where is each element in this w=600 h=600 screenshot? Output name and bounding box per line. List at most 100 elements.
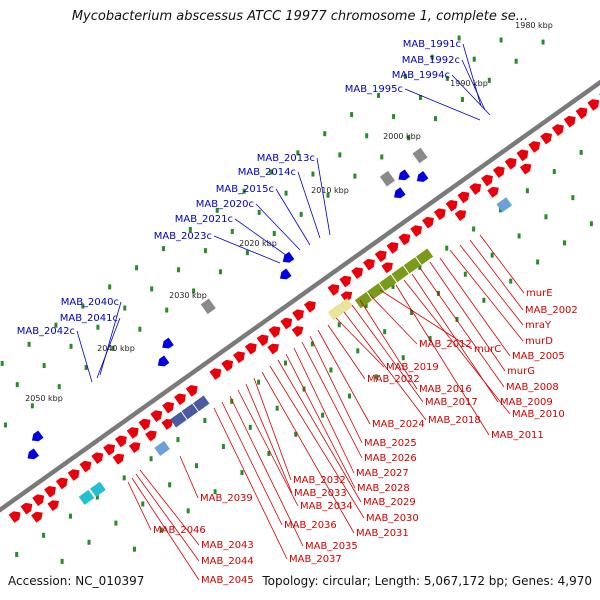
reverse-gene-shape: [27, 448, 40, 460]
forward-gene-shape: [398, 233, 411, 246]
guide-dot: [42, 532, 46, 538]
gene-label: MAB_1995c: [345, 84, 403, 95]
guide-dot: [230, 398, 234, 404]
forward-gene-shape: [339, 275, 352, 288]
guide-dot: [149, 456, 153, 462]
forward-gene: [55, 477, 68, 490]
olive-feature: [403, 257, 421, 274]
forward-gene-shape: [410, 225, 423, 237]
forward-gene: [185, 385, 198, 397]
forward-gene-shape: [161, 418, 174, 430]
forward-gene: [138, 418, 151, 431]
reverse-gene-shape: [279, 268, 292, 280]
leader-line: [419, 267, 505, 388]
gene-label: MAB_1994c: [392, 70, 450, 81]
gene-label: MAB_2046: [153, 525, 206, 536]
guide-dot: [374, 374, 378, 380]
guide-dot: [428, 336, 432, 342]
guide-dot: [445, 75, 449, 81]
forward-gene: [112, 453, 125, 465]
guide-dot: [95, 494, 99, 500]
guide-dot: [248, 424, 252, 430]
forward-gene: [374, 250, 387, 263]
guide-dot: [60, 558, 64, 564]
tick-label: 2000 kbp: [383, 132, 421, 141]
forward-gene: [587, 99, 600, 111]
forward-gene: [209, 368, 222, 380]
gene-label: MAB_2045: [201, 575, 254, 586]
guide-dot: [54, 322, 58, 328]
guide-dot: [108, 284, 112, 290]
forward-gene-shape: [256, 334, 269, 347]
olive-feature: [415, 248, 434, 265]
tick-label: 2020 kbp: [239, 239, 277, 248]
guide-dot: [161, 246, 165, 252]
forward-gene-shape: [114, 435, 127, 448]
leader-line: [179, 455, 199, 499]
forward-gene-shape: [445, 200, 458, 212]
guide-dot: [257, 379, 261, 385]
forward-gene: [487, 186, 499, 198]
forward-gene-shape: [267, 343, 279, 355]
leader-line: [261, 371, 355, 534]
gene-label: MAB_2035: [305, 541, 358, 552]
tick-label: 2030 kbp: [169, 291, 207, 300]
khaki-feature-shape: [327, 305, 344, 321]
leader-line: [343, 311, 427, 421]
guide-dot: [114, 520, 118, 526]
olive-feature: [379, 274, 397, 291]
forward-gene: [32, 494, 45, 507]
forward-gene-shape: [381, 262, 393, 274]
guide-dot: [132, 546, 136, 552]
leader-line: [469, 239, 524, 311]
reverse-gene: [398, 169, 411, 181]
gene-label: murD: [525, 336, 553, 347]
forward-gene: [492, 166, 505, 179]
gene-label: MAB_2016: [419, 384, 472, 395]
forward-gene: [67, 469, 80, 481]
guide-dot: [81, 303, 85, 309]
forward-gene-shape: [67, 469, 80, 481]
leader-line: [234, 218, 291, 259]
forward-gene: [267, 343, 279, 355]
guide-dot: [552, 169, 556, 175]
guide-dot: [159, 527, 163, 533]
reverse-gene: [279, 268, 292, 280]
forward-gene-shape: [487, 186, 499, 198]
guide-dot: [177, 267, 181, 273]
reverse-gene-shape: [162, 337, 174, 349]
leader-line: [449, 249, 524, 342]
forward-gene-shape: [185, 385, 198, 397]
forward-gene: [504, 157, 517, 170]
forward-gene-shape: [457, 191, 470, 204]
gene-label: MAB_1992c: [402, 55, 460, 66]
cyan-feature-shape: [90, 481, 106, 497]
gray-feature-shape: [200, 298, 216, 315]
forward-gene-shape: [244, 343, 257, 355]
guide-dot: [111, 345, 115, 351]
forward-gene: [340, 291, 353, 303]
forward-gene-shape: [79, 460, 92, 473]
guide-dot: [96, 324, 100, 330]
forward-gene-shape: [8, 511, 21, 523]
reverse-gene: [157, 355, 170, 367]
guide-dot: [436, 290, 440, 296]
gene-label: MAB_2025: [364, 438, 417, 449]
gene-label: murG: [507, 366, 535, 377]
tick-label: 2050 kbp: [25, 394, 63, 403]
guide-dot: [337, 322, 341, 328]
reverse-gene-labels: MAB_1991c MAB_1992c MAB_1994c MAB_1995c MAB_…: [17, 39, 461, 337]
leader-line: [351, 304, 424, 403]
tick-label: 2040 kbp: [97, 344, 135, 353]
slate-feature: [181, 403, 199, 420]
forward-gene-shape: [563, 115, 576, 128]
forward-gene: [280, 317, 293, 330]
guide-dot: [168, 482, 172, 488]
reverse-gene-shape: [416, 171, 429, 182]
guide-dot: [499, 207, 503, 213]
gene-label: MAB_2026: [364, 453, 417, 464]
leader-line: [253, 377, 292, 481]
forward-gene-shape: [145, 430, 157, 442]
reverse-gene: [282, 251, 295, 263]
gene-label: MAB_2017: [425, 397, 478, 408]
